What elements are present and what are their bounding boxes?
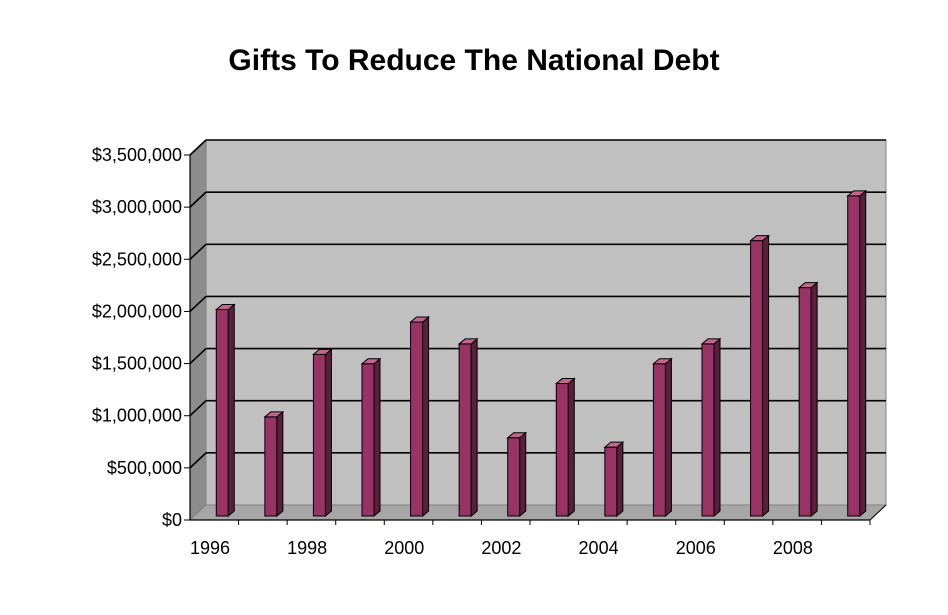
x-tick-label: 2002 <box>481 538 521 558</box>
bar-face <box>750 240 764 517</box>
bar-side <box>470 337 478 518</box>
bar <box>409 315 430 518</box>
bar-face <box>555 383 569 517</box>
bar <box>652 357 673 518</box>
bar-side <box>664 357 672 518</box>
gridline-side <box>189 295 207 313</box>
y-tick-label: $0 <box>162 510 182 530</box>
bar-face <box>507 437 521 517</box>
x-tick-label: 2004 <box>579 538 619 558</box>
x-tick-label: 1996 <box>190 538 230 558</box>
gridline-side <box>189 191 207 208</box>
y-tick-label: $2,500,000 <box>92 249 182 269</box>
bar-face <box>312 353 326 517</box>
gridline-side <box>189 139 207 156</box>
bar <box>700 337 722 518</box>
x-tick-label: 2008 <box>773 538 813 558</box>
bar <box>554 377 576 518</box>
y-tick-label: $3,000,000 <box>92 197 182 217</box>
bar-top <box>312 348 333 355</box>
bar-top <box>797 282 819 289</box>
bar-face <box>847 195 861 517</box>
bar-side <box>567 377 575 518</box>
bar-top <box>506 432 528 439</box>
bar-face <box>458 343 472 517</box>
y-tick-label: $500,000 <box>107 458 182 478</box>
bar <box>603 441 625 518</box>
y-tick-label: $1,000,000 <box>92 406 182 426</box>
bar-side <box>324 348 332 518</box>
bar <box>263 410 285 518</box>
bar-face <box>604 446 618 517</box>
bar-top <box>749 235 770 242</box>
bar-face <box>652 363 666 517</box>
bar-side <box>859 189 867 518</box>
bar <box>749 234 770 518</box>
floor <box>188 504 888 521</box>
bar-face <box>264 416 278 517</box>
x-tick-label: 1998 <box>287 538 327 558</box>
bar <box>360 357 382 518</box>
bar <box>312 348 333 518</box>
x-tick-label: 2006 <box>676 538 716 558</box>
bar-top <box>700 338 722 345</box>
bar-top <box>652 358 673 365</box>
bar-top <box>214 304 236 311</box>
bar-face <box>361 363 375 517</box>
x-tick-label: 2000 <box>384 538 424 558</box>
bar-top <box>263 411 285 418</box>
bars <box>214 189 868 518</box>
y-tick-label: $2,000,000 <box>92 301 182 321</box>
bar-side <box>422 315 430 518</box>
gridline-side <box>189 347 207 365</box>
gridline-side <box>189 400 207 417</box>
bar-face <box>798 287 812 517</box>
bar <box>457 337 479 518</box>
x-axis-depth-line <box>869 504 887 521</box>
bar <box>846 189 868 518</box>
bar-side <box>276 410 284 518</box>
x-axis: 1996 1998 2000 2002 2004 2006 2008 <box>190 504 887 558</box>
gridline-side <box>189 452 207 469</box>
bar-face <box>215 309 229 517</box>
side-wall <box>189 138 207 522</box>
bar-face <box>701 343 715 517</box>
y-tick-label: $3,500,000 <box>92 145 182 165</box>
bar-side <box>616 441 624 518</box>
bar-face <box>410 321 424 517</box>
gridline-side <box>189 243 207 260</box>
bar-top <box>457 338 479 345</box>
bar-side <box>810 281 818 518</box>
bar-top <box>360 358 382 365</box>
bar-top <box>409 316 430 323</box>
bar-side <box>227 303 235 518</box>
y-axis: $0 $500,000 $1,000,000 $1,500,000 $2,000,000… <box>92 145 191 530</box>
bar <box>214 303 236 518</box>
back-wall <box>205 139 887 506</box>
bar-top <box>846 190 868 197</box>
plot-area <box>188 138 888 522</box>
bar-side <box>519 431 527 518</box>
bar-top <box>603 441 625 448</box>
bar-side <box>373 357 381 518</box>
bar-side <box>762 234 770 518</box>
bar-top <box>554 378 576 385</box>
y-tick-label: $1,500,000 <box>92 354 182 374</box>
chart-title: Gifts To Reduce The National Debt <box>228 44 719 77</box>
bar-side <box>713 337 721 518</box>
bar <box>506 431 528 518</box>
bar <box>797 281 819 518</box>
